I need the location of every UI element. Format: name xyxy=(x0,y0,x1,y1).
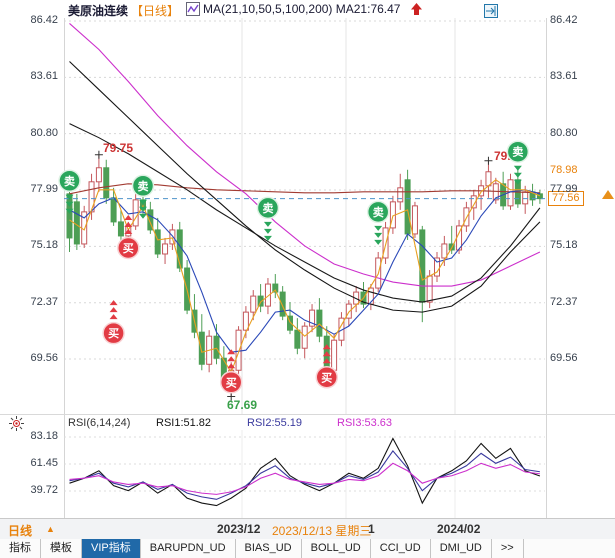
tab-VIP指标[interactable]: VIP指标 xyxy=(82,539,141,558)
rsi-chart-svg[interactable] xyxy=(64,430,546,518)
panel-divider xyxy=(0,414,615,415)
sell-signal: 卖 xyxy=(256,196,280,241)
period-dropdown-icon[interactable]: ▲ xyxy=(46,524,55,534)
price-axis-label: 75.18 xyxy=(30,239,58,252)
indicator-settings-icon[interactable] xyxy=(9,416,24,436)
price-axis-label: 69.56 xyxy=(30,352,58,365)
sell-signal: 卖 xyxy=(506,140,530,185)
price-axis-label: 80.80 xyxy=(30,126,58,139)
date-axis-label: 2023/12/13 星期三 xyxy=(272,524,372,538)
jump-latest-icon[interactable] xyxy=(484,4,498,18)
tab-模板[interactable]: 模板 xyxy=(41,539,82,558)
indicator-icon[interactable] xyxy=(186,2,200,19)
svg-text:67.69: 67.69 xyxy=(227,398,257,412)
rsi2-value: RSI2:55.19 xyxy=(247,417,303,429)
price-axis-label: 72.37 xyxy=(30,295,58,308)
period-selector[interactable]: 日线 xyxy=(8,524,33,538)
price-axis-label: 83.61 xyxy=(550,70,578,83)
tab-BARUPDN_UD[interactable]: BARUPDN_UD xyxy=(141,539,236,558)
price-axis-label: 77.99 xyxy=(550,183,578,196)
ma-indicator-label: MA(21,10,50,5,100,200) MA21:76.47 xyxy=(203,2,401,16)
date-axis-label: 2023/12 xyxy=(217,522,261,536)
price-axis-label: 77.99 xyxy=(30,183,58,196)
rsi-axis-label: 61.45 xyxy=(30,456,58,469)
date-axis-label: 2024/02 xyxy=(437,522,481,536)
upper-price-tag: 78.98 xyxy=(550,164,578,176)
tab-BIAS_UD[interactable]: BIAS_UD xyxy=(236,539,302,558)
rsi-axis-label: 83.18 xyxy=(30,430,58,442)
symbol-name: 美原油连续 xyxy=(68,4,129,18)
svg-text:卖: 卖 xyxy=(262,201,273,215)
plot-right-border xyxy=(546,18,547,518)
svg-text:买: 买 xyxy=(108,327,119,340)
price-axis-label: 69.56 xyxy=(550,352,578,365)
date-axis-label: 1 xyxy=(368,522,375,536)
tab-CCI_UD[interactable]: CCI_UD xyxy=(371,539,431,558)
rsi-axis-label: 39.72 xyxy=(30,483,58,496)
ma-lines-layer xyxy=(69,22,541,374)
tab-指标[interactable]: 指标 xyxy=(0,539,41,558)
main-chart-svg[interactable]: 79.7567.6979.卖 卖卖 卖卖买买买买 xyxy=(58,18,546,414)
price-axis-label: 83.61 xyxy=(30,70,58,83)
sell-signal: 卖 xyxy=(58,169,81,214)
rsi1-value: RSI1:51.82 xyxy=(156,417,212,429)
sell-signal: 卖 xyxy=(131,174,155,219)
rsi-params-label: RSI(6,14,24) xyxy=(68,417,131,429)
tab->>[interactable]: >> xyxy=(492,539,524,558)
svg-text:买: 买 xyxy=(226,376,237,389)
price-axis-label: 80.80 xyxy=(550,126,578,139)
plot-left-border xyxy=(64,18,65,518)
svg-text:卖: 卖 xyxy=(512,145,523,159)
price-axis-label: 75.18 xyxy=(550,239,578,252)
trend-up-arrow-icon xyxy=(410,2,423,19)
price-pointer-icon xyxy=(602,190,614,199)
indicator-tab-bar: 指标 模板 VIP指标 BARUPDN_UD BIAS_UD BOLL_UD CCI_UD D… xyxy=(0,539,615,558)
buy-signal: 买 xyxy=(315,344,338,389)
price-axis-label: 72.37 xyxy=(550,295,578,308)
chart-header: 美原油连续 【日线】 MA(21,10,50,5,100,200) MA21:7… xyxy=(0,0,615,18)
period-tag: 【日线】 xyxy=(131,4,180,18)
price-axis-label: 86.42 xyxy=(30,14,58,26)
svg-text:卖: 卖 xyxy=(138,179,149,193)
svg-text:买: 买 xyxy=(321,371,332,384)
price-axis-label: 86.42 xyxy=(550,14,578,26)
tab-BOLL_UD[interactable]: BOLL_UD xyxy=(302,539,371,558)
buy-signal: 买 xyxy=(219,349,243,394)
svg-text:买: 买 xyxy=(123,242,134,255)
sell-signal: 卖 xyxy=(366,200,390,245)
buy-signal: 买 xyxy=(117,214,140,260)
svg-text:79.75: 79.75 xyxy=(103,141,133,155)
tab-DMI_UD[interactable]: DMI_UD xyxy=(431,539,492,558)
svg-text:79.: 79. xyxy=(494,149,511,163)
last-price-tag: 77.56 xyxy=(548,191,584,206)
svg-text:卖: 卖 xyxy=(373,205,384,219)
status-bar: 日线 ▲ 2023/12 2023/12/13 星期三 1 2024/02 xyxy=(0,518,615,540)
svg-text:卖: 卖 xyxy=(64,174,75,188)
buy-signal: 买 xyxy=(102,300,125,345)
rsi3-value: RSI3:53.63 xyxy=(337,417,393,429)
